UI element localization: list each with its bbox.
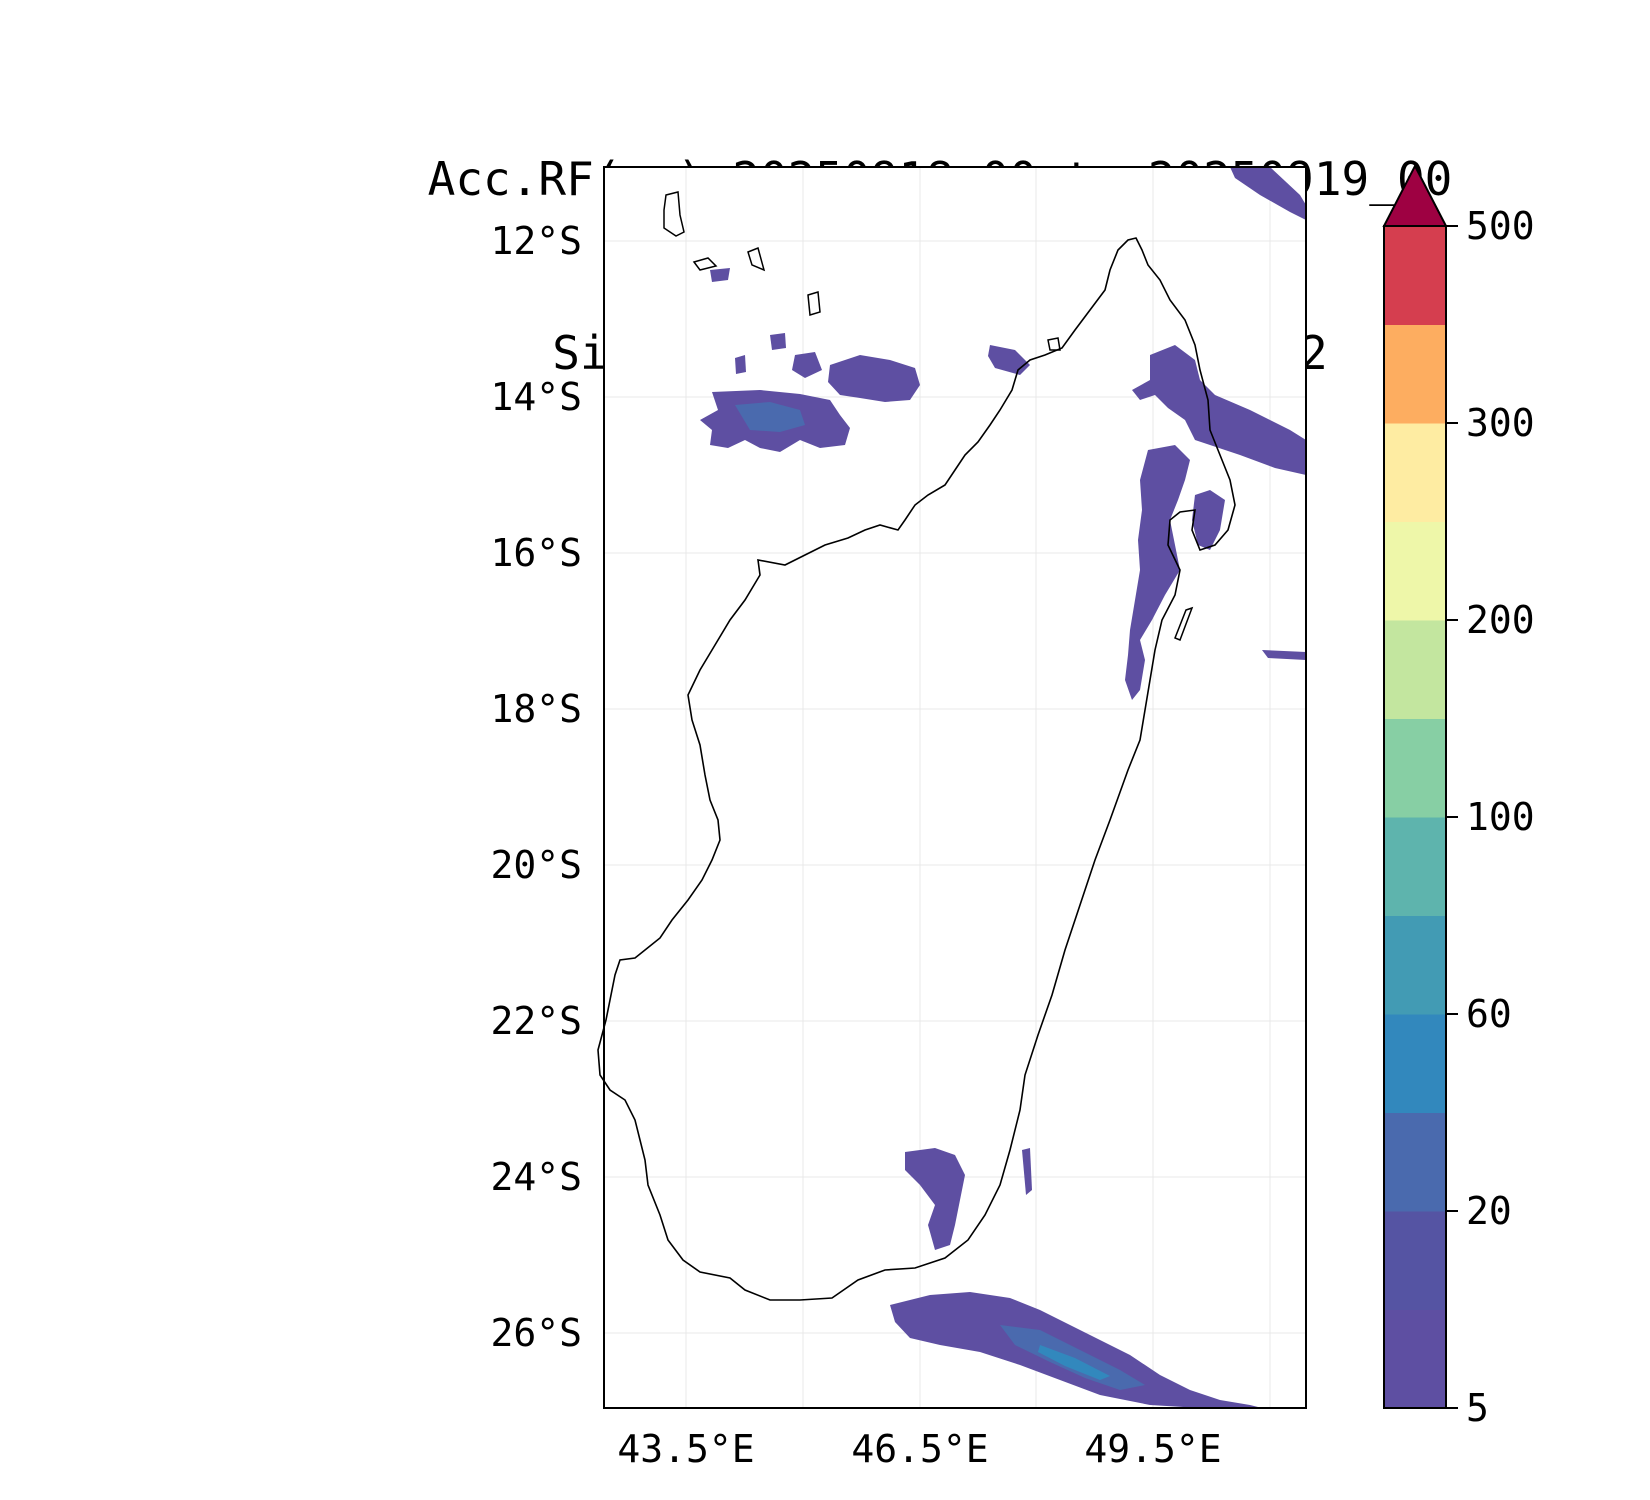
rain-patch-small-3 xyxy=(735,355,746,374)
island-mayotte xyxy=(807,291,821,316)
lat-tick-label: 26°S xyxy=(490,1311,582,1355)
island-moheli xyxy=(692,257,718,271)
colorbar-bin xyxy=(1384,521,1446,621)
colorbar-ticks: 5 20 60 100 200 300 500 xyxy=(1446,204,1535,1430)
rain-patch-east-sea xyxy=(1262,650,1306,660)
rain-patch-small-4 xyxy=(988,345,1030,375)
islands xyxy=(663,191,1194,641)
colorbar: 5 20 60 100 200 300 500 xyxy=(1382,163,1535,1430)
colorbar-bins xyxy=(1384,226,1446,1409)
lat-tick-label: 22°S xyxy=(490,999,582,1043)
island-anjouan xyxy=(747,246,766,272)
lon-tick-label: 46.5°E xyxy=(851,1427,988,1471)
lat-tick-label: 12°S xyxy=(490,219,582,263)
lat-tick-label: 16°S xyxy=(490,531,582,575)
lat-tick-label: 14°S xyxy=(490,375,582,419)
rain-patch-southeast-thin xyxy=(1022,1148,1032,1195)
lat-tick-label: 18°S xyxy=(490,687,582,731)
rain-core-northwest xyxy=(735,402,805,432)
colorbar-tick-label: 20 xyxy=(1466,1189,1512,1233)
island-sainte-marie xyxy=(1174,606,1194,641)
colorbar-extend-triangle xyxy=(1382,163,1448,227)
colorbar-tick-label: 100 xyxy=(1466,795,1535,839)
colorbar-bin xyxy=(1384,817,1446,916)
colorbar-bin xyxy=(1384,324,1446,424)
colorbar-tick-label: 5 xyxy=(1466,1386,1489,1430)
lat-axis: 12°S 14°S 16°S 18°S 20°S 22°S 24°S 26°S xyxy=(490,219,582,1355)
rain-patch-northwest-2 xyxy=(828,355,920,402)
rain-core-south-2 xyxy=(1038,1345,1110,1380)
colorbar-bin xyxy=(1384,1112,1446,1212)
colorbar-bin xyxy=(1384,620,1446,719)
rain-patch-comoros xyxy=(710,268,730,282)
island-grande-comore xyxy=(663,191,685,237)
map-frame xyxy=(603,166,1307,1409)
rain-patch-small-1 xyxy=(770,333,786,350)
colorbar-bin xyxy=(1384,915,1446,1015)
lon-axis: 43.5°E 46.5°E 49.5°E xyxy=(617,1427,1221,1471)
rain-patch-east-coast-1 xyxy=(1132,345,1306,475)
lat-tick-label: 20°S xyxy=(490,843,582,887)
colorbar-tick-label: 500 xyxy=(1466,204,1535,248)
rain-patch-east-coast-2 xyxy=(1125,445,1190,700)
colorbar-bin xyxy=(1384,718,1446,818)
lon-tick-label: 49.5°E xyxy=(1084,1427,1221,1471)
rain-patch-small-2 xyxy=(792,352,822,378)
madagascar-coastline xyxy=(597,237,1236,1301)
island-nosy-be xyxy=(1047,337,1061,351)
lat-tick-label: 24°S xyxy=(490,1155,582,1199)
rainfall-shading-core xyxy=(1038,1345,1110,1380)
colorbar-bin xyxy=(1384,226,1446,325)
rain-patch-southeast xyxy=(905,1148,965,1250)
colorbar-bin xyxy=(1384,1014,1446,1113)
colorbar-bin xyxy=(1384,1211,1446,1310)
rain-patch-masoala xyxy=(1192,490,1225,550)
colorbar-tick-label: 200 xyxy=(1466,598,1535,642)
lon-tick-label: 43.5°E xyxy=(617,1427,754,1471)
colorbar-bin xyxy=(1384,1309,1446,1409)
rain-patch-northeast-band xyxy=(1230,167,1306,220)
colorbar-tick-label: 60 xyxy=(1466,992,1512,1036)
colorbar-tick-label: 300 xyxy=(1466,401,1535,445)
colorbar-bin xyxy=(1384,423,1446,522)
